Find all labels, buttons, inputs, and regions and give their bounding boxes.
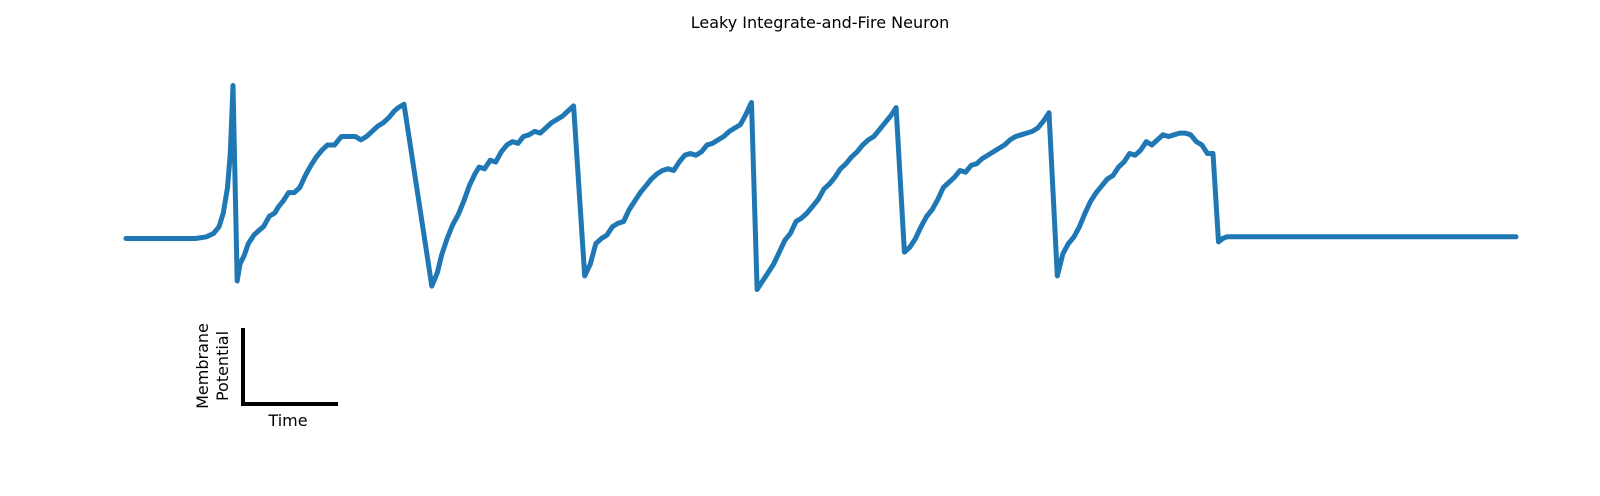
scale-bar-potential-label-line2: Potential [213, 331, 232, 401]
scale-bar: Time Membrane Potential [193, 323, 338, 430]
scale-bar-potential-label-line1: Membrane [193, 323, 212, 409]
chart-title: Leaky Integrate-and-Fire Neuron [691, 13, 950, 32]
plot-area [123, 83, 1519, 292]
scale-bar-time-label: Time [267, 411, 307, 430]
membrane-potential-line-0 [123, 83, 1519, 292]
